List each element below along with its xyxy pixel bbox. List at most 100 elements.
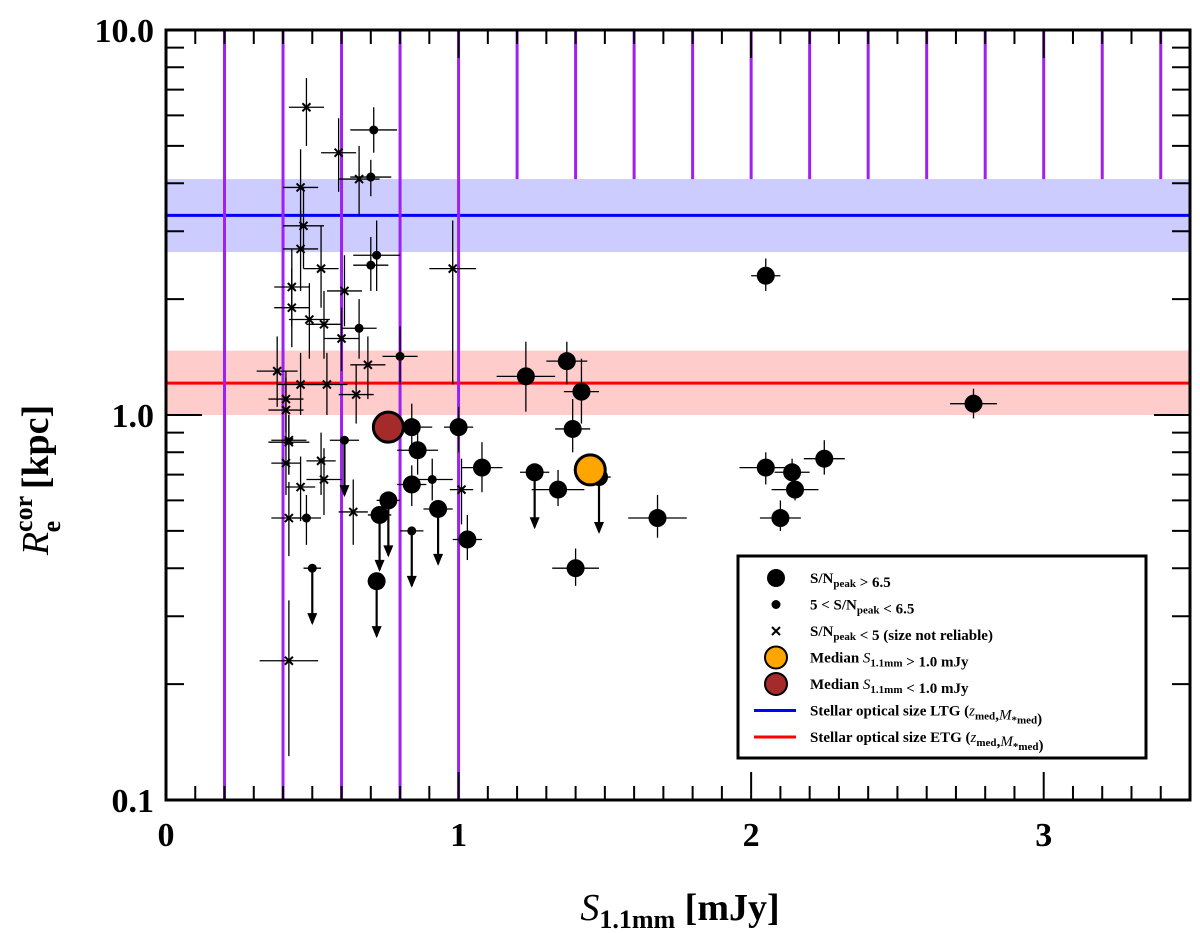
data-point-cross	[287, 302, 297, 313]
data-point-cross	[304, 314, 315, 325]
upper-limit-arrow	[433, 553, 444, 566]
data-point-cross	[363, 360, 373, 370]
legend-entry-label: S/Npeak < 5 (size not reliable)	[810, 624, 993, 644]
data-point-small-circle	[301, 513, 311, 523]
legend-swatch-large-circle	[767, 569, 785, 587]
data-point-large-circle	[572, 382, 591, 401]
x-tick-label: 2	[743, 817, 760, 854]
data-point-large-circle	[370, 505, 389, 524]
data-point-cross	[319, 319, 329, 330]
legend-box	[736, 554, 1148, 760]
data-point-large-circle	[525, 463, 544, 482]
x-tick-label: 0	[158, 817, 175, 854]
x-tick-label: 3	[1035, 817, 1052, 854]
axis-ticks	[165, 29, 1191, 801]
data-points	[256, 78, 997, 757]
data-point-cross	[339, 286, 350, 296]
x-tick-label: 1	[450, 817, 467, 854]
data-point-cross	[336, 333, 347, 344]
data-point-large-circle	[367, 572, 386, 591]
data-point-cross	[284, 656, 294, 666]
legend-swatch-cross	[771, 626, 781, 636]
data-point-large-circle	[783, 463, 802, 482]
data-point-cross	[284, 513, 294, 523]
data-point-large-circle	[449, 418, 468, 437]
legend-swatch-big-orange	[764, 645, 788, 670]
legend-entry-label: Median S1.1mm > 1.0 mJy	[810, 651, 969, 671]
data-point-large-circle	[756, 458, 775, 477]
y-axis-title: Rcore [kpc]	[9, 405, 66, 556]
legend-swatch-small-circle	[771, 600, 781, 609]
y-tick-label: 10.0	[95, 13, 155, 50]
data-point-large-circle	[402, 475, 421, 494]
upper-limit-arrow	[383, 545, 394, 558]
legend-entry-label: Median S1.1mm < 1.0 mJy	[810, 677, 969, 697]
y-tick-label: 0.1	[112, 783, 155, 820]
data-point-cross	[301, 102, 312, 112]
tick-labels: 0 1 2 3 0.1 1.0 10.0	[95, 13, 1053, 854]
data-point-big-brown	[371, 410, 405, 444]
upper-limit-arrow	[529, 517, 540, 530]
data-point-cross	[316, 263, 326, 274]
data-point-small-circle	[407, 526, 417, 536]
x-axis-title: S1.1mm [mJy]	[580, 887, 779, 933]
data-point-cross	[456, 484, 467, 495]
data-point-small-circle	[369, 125, 379, 135]
data-point-small-circle	[366, 172, 376, 182]
legend-entry-label: Stellar optical size ETG (zmed,M*med)	[810, 730, 1043, 754]
legend-entry-label: Stellar optical size LTG (zmed,M*med)	[810, 704, 1042, 728]
plot-frame	[164, 28, 1192, 802]
data-point-large-circle	[549, 480, 568, 499]
data-point-cross	[322, 379, 332, 390]
data-point-large-circle	[516, 367, 535, 386]
data-point-cross	[295, 244, 306, 254]
data-point-large-circle	[756, 266, 775, 285]
data-point-large-circle	[408, 441, 427, 460]
reference-bands	[166, 179, 1190, 415]
data-point-cross	[348, 507, 358, 517]
data-point-large-circle	[379, 491, 398, 510]
data-point-large-circle	[557, 352, 576, 371]
y-tick-label: 1.0	[112, 398, 155, 435]
upper-limit-arrow	[374, 559, 385, 572]
data-point-small-circle	[427, 474, 437, 484]
data-point-small-circle	[366, 260, 376, 270]
data-point-large-circle	[566, 559, 585, 578]
upper-limit-arrow	[339, 485, 350, 498]
legend-entry-label: 5 < S/Npeak < 6.5	[810, 598, 914, 618]
data-point-small-circle	[354, 323, 364, 333]
legend: S/Npeak > 6.5 5 < S/Npeak < 6.5 S/Npeak < …	[736, 554, 1148, 760]
data-point-cross	[333, 148, 344, 158]
data-point-small-circle	[307, 563, 317, 573]
data-point-large-circle	[472, 458, 491, 477]
data-point-cross	[351, 389, 361, 400]
data-point-cross	[295, 482, 306, 492]
data-point-cross	[319, 474, 329, 485]
data-point-small-circle	[339, 435, 349, 445]
completeness-lines	[223, 30, 1163, 800]
data-point-large-circle	[429, 499, 448, 518]
data-point-cross	[272, 366, 282, 376]
data-point-cross	[281, 458, 291, 468]
data-point-big-orange	[573, 453, 607, 487]
upper-limit-arrow	[371, 626, 382, 639]
data-point-cross	[295, 379, 306, 390]
data-point-large-circle	[964, 394, 983, 413]
data-point-large-circle	[648, 509, 667, 528]
upper-limit-arrow	[406, 575, 417, 588]
data-point-large-circle	[815, 449, 834, 468]
legend-entry-label: S/Npeak > 6.5	[810, 571, 891, 591]
data-point-large-circle	[402, 418, 421, 437]
upper-limit-arrow	[307, 613, 318, 626]
data-point-large-circle	[458, 530, 477, 549]
upper-limit-arrow	[594, 521, 605, 534]
legend-swatch-big-brown	[764, 672, 788, 696]
data-point-large-circle	[563, 419, 582, 438]
data-point-large-circle	[786, 480, 805, 499]
data-point-cross	[448, 263, 458, 274]
data-point-small-circle	[395, 351, 405, 361]
data-point-small-circle	[372, 250, 382, 260]
data-point-large-circle	[771, 509, 790, 528]
data-point-cross	[281, 405, 291, 415]
